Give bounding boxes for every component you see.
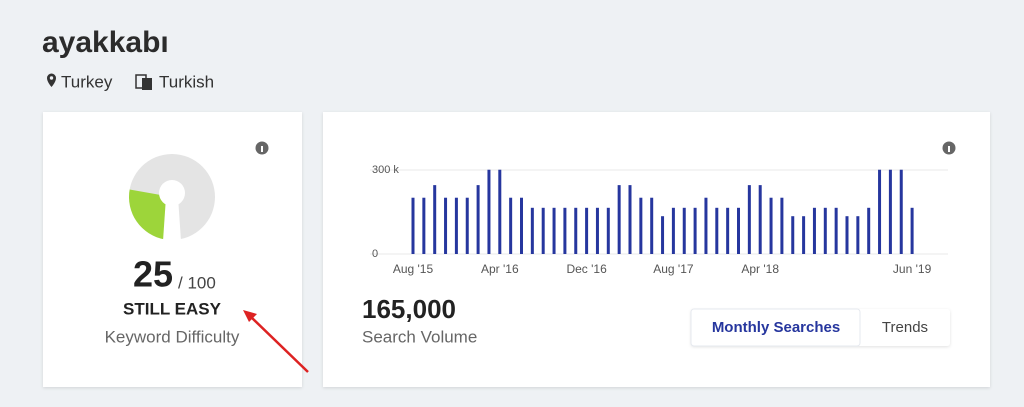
bar xyxy=(563,207,567,254)
annotation-arrow xyxy=(249,315,309,373)
bar xyxy=(671,207,675,254)
bar xyxy=(628,185,632,254)
tab-active[interactable] xyxy=(690,308,861,347)
bar xyxy=(574,207,578,254)
bar xyxy=(715,207,719,254)
keyword-title: ayakkabı xyxy=(42,26,169,59)
location-icon-dot xyxy=(49,76,54,80)
bar xyxy=(693,207,697,254)
bar xyxy=(530,207,534,254)
donut-score xyxy=(128,189,172,240)
bar xyxy=(791,216,795,254)
bar xyxy=(780,197,784,254)
bar xyxy=(726,207,730,254)
bar xyxy=(498,169,502,254)
bar xyxy=(650,197,654,254)
bar xyxy=(867,207,871,254)
bar xyxy=(465,197,469,254)
bar xyxy=(595,207,599,254)
language: Turkish xyxy=(159,72,214,91)
difficulty-label: Keyword Difficulty xyxy=(105,327,240,346)
difficulty-max: / 100 xyxy=(178,273,216,292)
info-icon-glyph xyxy=(261,146,263,152)
bar xyxy=(769,197,773,254)
location-icon xyxy=(47,73,56,87)
bar xyxy=(661,216,665,254)
search-volume-label: Search Volume xyxy=(362,327,477,346)
bar xyxy=(585,207,589,254)
bar xyxy=(509,197,513,254)
x-tick-label: Apr '16 xyxy=(481,262,519,276)
x-tick-label: Jun '19 xyxy=(893,262,932,276)
search-volume: 165,000 xyxy=(362,294,456,324)
info-icon-glyph xyxy=(948,146,950,152)
bar xyxy=(737,207,740,254)
y-tick-label: 0 xyxy=(372,248,378,260)
bar xyxy=(823,207,827,254)
bar xyxy=(411,197,415,254)
bar xyxy=(541,207,545,254)
bar xyxy=(856,216,860,254)
bar xyxy=(476,185,480,254)
x-tick-label: Dec '16 xyxy=(566,262,607,276)
difficulty-score: 25 xyxy=(133,254,173,295)
bar xyxy=(422,197,426,254)
bar xyxy=(878,169,882,254)
bar xyxy=(617,185,621,254)
bar xyxy=(758,185,762,254)
bar xyxy=(812,207,816,254)
bar xyxy=(552,207,556,254)
y-tick-label: 300 k xyxy=(372,164,399,176)
bar xyxy=(802,216,806,254)
bar xyxy=(454,197,458,254)
bar xyxy=(834,207,838,254)
difficulty-donut xyxy=(128,154,215,241)
x-tick-label: Apr '18 xyxy=(741,262,779,276)
language-icon-back xyxy=(142,78,152,90)
bar xyxy=(444,197,448,254)
tab-trends[interactable]: Trends xyxy=(882,319,928,336)
bar xyxy=(682,207,686,254)
donut-hole xyxy=(159,180,185,206)
tab-monthly[interactable]: Monthly Searches xyxy=(712,319,840,336)
difficulty-verdict: STILL EASY xyxy=(123,299,222,318)
bar xyxy=(606,207,610,254)
bar xyxy=(639,197,643,254)
location: Turkey xyxy=(61,72,113,91)
bar xyxy=(910,207,914,254)
bar xyxy=(747,185,751,254)
bar xyxy=(487,169,491,254)
bar xyxy=(433,185,437,254)
bar xyxy=(845,216,849,254)
x-tick-label: Aug '15 xyxy=(393,262,434,276)
donut-notch xyxy=(163,197,181,241)
annotation-arrowhead xyxy=(243,310,257,322)
x-tick-label: Aug '17 xyxy=(653,262,694,276)
bar xyxy=(520,197,523,254)
bar xyxy=(704,197,708,254)
bar xyxy=(899,169,903,254)
volume-chart: 0 300 k Aug '15 Apr '16 Dec '16 Aug '17 Apr '1… xyxy=(370,164,948,276)
bar xyxy=(888,169,892,254)
